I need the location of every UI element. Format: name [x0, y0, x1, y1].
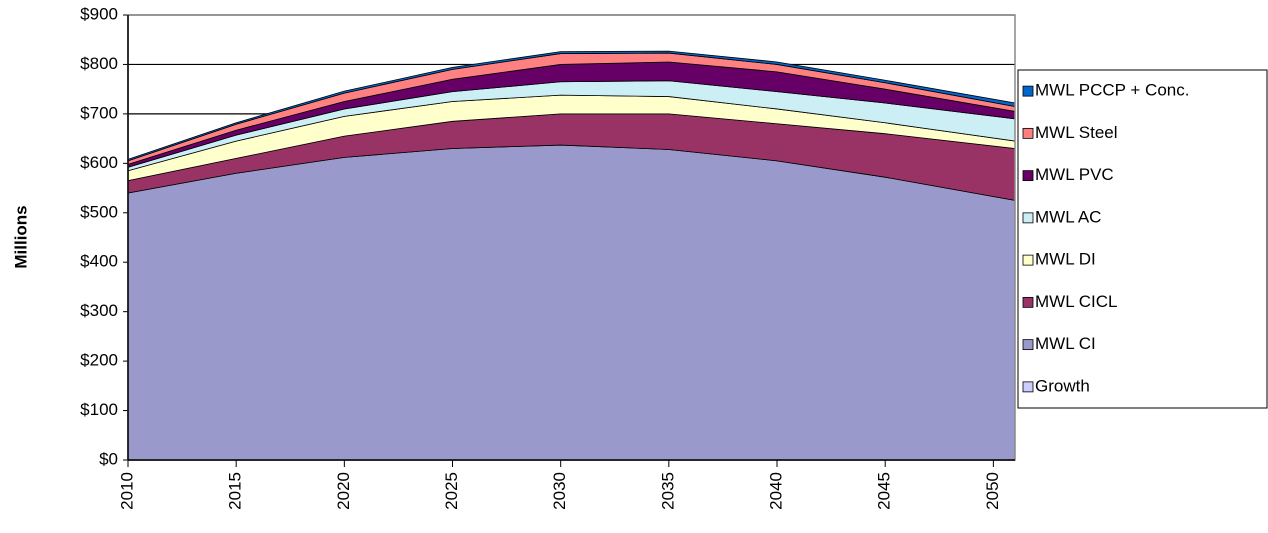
y-tick-label: $700 — [80, 103, 118, 122]
y-axis-title: Millions — [11, 205, 30, 268]
legend-swatch — [1022, 85, 1034, 97]
legend-swatch — [1022, 170, 1034, 182]
x-tick-label: 2010 — [117, 472, 136, 510]
y-tick-label: $500 — [80, 202, 118, 221]
legend-label: MWL PVC — [1035, 165, 1114, 184]
legend-box — [1017, 69, 1268, 409]
y-tick-label: $100 — [80, 400, 118, 419]
legend-label: MWL CI — [1035, 334, 1096, 353]
legend-label: MWL AC — [1035, 207, 1101, 226]
y-tick-label: $900 — [80, 4, 118, 23]
x-tick-label: 2035 — [658, 472, 677, 510]
x-tick-label: 2025 — [442, 472, 461, 510]
legend-label: MWL PCCP + Conc. — [1035, 81, 1189, 100]
x-tick-label: 2030 — [550, 472, 569, 510]
legend-swatch — [1022, 381, 1034, 393]
x-tick-label: 2045 — [875, 472, 894, 510]
x-tick-label: 2050 — [983, 472, 1002, 510]
x-tick-label: 2040 — [767, 472, 786, 510]
legend-label: MWL CICL — [1035, 292, 1118, 311]
legend-swatch — [1022, 339, 1034, 351]
legend-swatch — [1022, 127, 1034, 139]
legend-swatch — [1022, 212, 1034, 224]
y-tick-label: $200 — [80, 351, 118, 370]
x-tick-label: 2020 — [334, 472, 353, 510]
y-tick-label: $600 — [80, 153, 118, 172]
legend-label: MWL Steel — [1035, 123, 1118, 142]
y-tick-label: $400 — [80, 252, 118, 271]
y-tick-label: $800 — [80, 54, 118, 73]
legend-label: Growth — [1035, 376, 1090, 395]
legend-label: MWL DI — [1035, 250, 1096, 269]
area — [127, 144, 1016, 461]
legend: MWL PCCP + Conc. MWL Steel MWL PVC MWL AC MW… — [1017, 69, 1268, 409]
legend-swatch — [1022, 254, 1034, 266]
y-tick-label: $0 — [99, 449, 118, 468]
x-tick-label: 2015 — [226, 472, 245, 510]
y-tick-label: $300 — [80, 301, 118, 320]
legend-swatch — [1022, 296, 1034, 308]
